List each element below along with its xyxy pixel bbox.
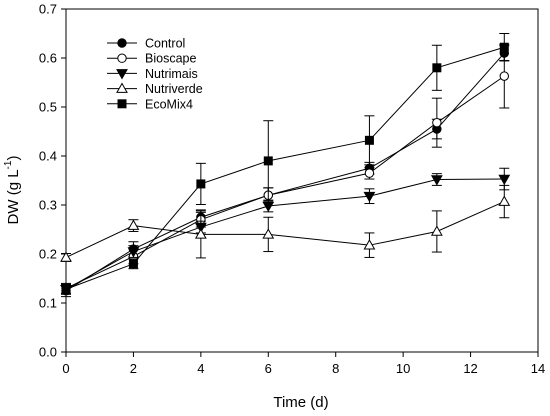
x-tick-label: 10 bbox=[396, 361, 410, 376]
series-nutriverde bbox=[60, 184, 511, 262]
legend: ControlBioscapeNutrimaisNutriverdeEcoMix… bbox=[107, 37, 203, 111]
y-axis: 0.0 0.1 0.2 0.3 0.4 0.5 0.6 0.7 bbox=[39, 2, 66, 360]
plot-area bbox=[65, 8, 539, 353]
data-point-nutriverde bbox=[498, 195, 511, 206]
x-axis-title: Time (d) bbox=[273, 394, 328, 411]
data-point-ecomix4 bbox=[61, 284, 71, 294]
legend-marker-nutrimais bbox=[116, 69, 128, 80]
data-point-ecomix4 bbox=[263, 156, 273, 166]
data-point-nutriverde bbox=[430, 225, 443, 236]
y-tick-label: 0.2 bbox=[39, 247, 57, 262]
series-nutrimais bbox=[60, 167, 511, 296]
data-point-ecomix4 bbox=[196, 179, 206, 189]
data-point-bioscape bbox=[499, 71, 509, 81]
x-tick-label: 12 bbox=[463, 361, 477, 376]
data-point-ecomix4 bbox=[499, 42, 509, 52]
y-axis-title-close: ) bbox=[5, 156, 22, 161]
legend-label-ecomix4: EcoMix4 bbox=[145, 97, 193, 111]
data-point-ecomix4 bbox=[128, 259, 138, 269]
data-point-nutrimais bbox=[363, 191, 376, 203]
legend-label-control: Control bbox=[145, 37, 185, 51]
plot-frame bbox=[65, 8, 539, 353]
x-tick-label: 2 bbox=[130, 361, 137, 376]
legend-item-nutrimais: Nutrimais bbox=[107, 67, 198, 81]
data-point-nutrimais bbox=[430, 175, 443, 186]
legend-label-bioscape: Bioscape bbox=[145, 52, 196, 66]
x-tick-label: 14 bbox=[531, 361, 545, 376]
data-point-nutriverde bbox=[60, 251, 72, 262]
data-point-nutrimais bbox=[127, 247, 140, 258]
y-axis-title-main: DW (g L bbox=[5, 169, 22, 224]
y-tick-label: 0.7 bbox=[39, 2, 57, 17]
data-point-bioscape bbox=[432, 117, 442, 128]
legend-label-nutrimais: Nutrimais bbox=[145, 67, 198, 81]
series-layer bbox=[60, 33, 511, 298]
y-tick-label: 0.4 bbox=[39, 149, 57, 164]
y-tick-label: 0.6 bbox=[39, 51, 57, 66]
data-point-nutrimais bbox=[262, 201, 275, 213]
data-point-nutriverde bbox=[262, 228, 275, 239]
y-axis-title-sup: -1 bbox=[3, 160, 14, 169]
data-point-ecomix4 bbox=[432, 63, 442, 73]
x-tick-label: 4 bbox=[197, 361, 204, 376]
data-point-ecomix4 bbox=[364, 135, 374, 145]
legend-marker-ecomix4 bbox=[117, 99, 127, 109]
legend-item-control: Control bbox=[107, 37, 185, 51]
y-tick-label: 0.0 bbox=[39, 345, 57, 360]
x-axis: 0 2 4 6 8 10 12 14 bbox=[62, 352, 545, 376]
y-axis-title: DW (g L-1) bbox=[3, 156, 22, 225]
data-point-nutriverde bbox=[363, 239, 376, 250]
data-point-nutriverde bbox=[194, 228, 207, 239]
y-tick-label: 0.1 bbox=[39, 296, 57, 311]
x-tick-label: 0 bbox=[62, 361, 69, 376]
data-point-nutrimais bbox=[498, 174, 511, 186]
legend-label-nutriverde: Nutriverde bbox=[145, 82, 203, 96]
x-tick-label: 6 bbox=[265, 361, 272, 376]
data-point-nutriverde bbox=[127, 219, 140, 230]
x-tick-label: 8 bbox=[332, 361, 339, 376]
legend-item-nutriverde: Nutriverde bbox=[107, 82, 203, 96]
legend-marker-nutriverde bbox=[116, 82, 128, 93]
y-tick-label: 0.5 bbox=[39, 100, 57, 115]
legend-marker-control bbox=[117, 38, 127, 48]
legend-marker-bioscape bbox=[117, 53, 127, 63]
legend-item-ecomix4: EcoMix4 bbox=[107, 97, 193, 111]
legend-item-bioscape: Bioscape bbox=[107, 52, 196, 66]
data-point-bioscape bbox=[364, 168, 375, 178]
series-bioscape bbox=[61, 43, 510, 294]
y-tick-label: 0.3 bbox=[39, 198, 57, 213]
series-ecomix4 bbox=[61, 33, 510, 295]
